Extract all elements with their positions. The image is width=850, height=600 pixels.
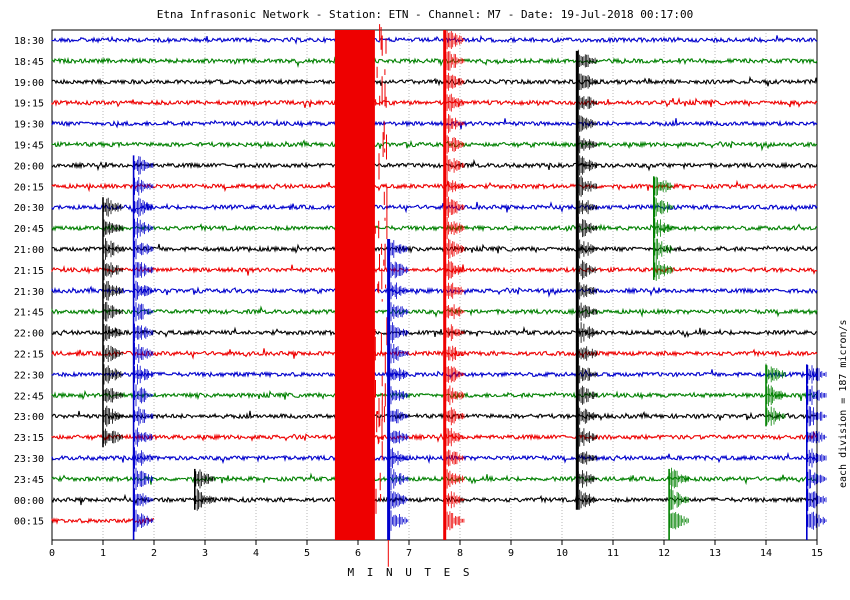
row-label: 19:15 [14, 99, 44, 110]
trace-row [51, 389, 818, 401]
row-label: 19:45 [14, 141, 44, 152]
event-coda [389, 240, 409, 532]
x-axis-label: M I N U T E S [347, 566, 473, 579]
event-coda [577, 49, 597, 510]
row-label: 00:00 [14, 496, 44, 507]
row-label: 22:00 [14, 329, 44, 340]
trace-row [51, 285, 818, 298]
x-tick-label: 15 [811, 548, 823, 559]
trace-row [51, 243, 818, 255]
trace-row [51, 34, 818, 46]
trace-row [51, 430, 818, 445]
row-label: 21:30 [14, 287, 44, 298]
row-label: 00:15 [14, 517, 44, 528]
event-coda [195, 469, 215, 511]
trace-row [51, 369, 818, 380]
event-coda [103, 197, 123, 446]
x-tick-label: 13 [709, 548, 721, 559]
row-label: 21:15 [14, 266, 44, 277]
trace-row [51, 410, 818, 422]
event-burst-spikes [374, 24, 390, 567]
row-label: 21:00 [14, 245, 44, 256]
trace-row [51, 223, 818, 233]
trace-row [51, 75, 818, 87]
row-label: 18:45 [14, 57, 44, 68]
trace-row [51, 179, 818, 193]
x-tick-label: 5 [304, 548, 310, 559]
x-tick-group: 0 1 2 3 4 5 6 7 8 9 10 11 12 13 14 15 [49, 540, 823, 559]
row-label: 18:30 [14, 36, 44, 47]
x-tick-label: 1 [100, 548, 106, 559]
row-label: 20:00 [14, 161, 44, 172]
row-label: 20:15 [14, 182, 44, 193]
row-label: 20:30 [14, 203, 44, 214]
trace-row [51, 451, 818, 465]
chart-title: Etna Infrasonic Network - Station: ETN -… [156, 8, 694, 21]
row-label: 23:30 [14, 454, 44, 465]
row-label: 23:15 [14, 433, 44, 444]
trace-row [51, 517, 155, 525]
x-tick-label: 12 [658, 548, 670, 559]
row-label: 22:15 [14, 350, 44, 361]
x-tick-label: 10 [556, 548, 568, 559]
trace-row [51, 347, 818, 360]
event-burst [334, 30, 375, 540]
x-tick-label: 0 [49, 548, 55, 559]
row-label-group: 18:30 18:45 19:00 19:15 19:30 19:45 20:00 20:15… [14, 36, 44, 528]
trace-row [51, 158, 818, 172]
row-label: 23:45 [14, 475, 44, 486]
x-tick-label: 9 [508, 548, 514, 559]
row-label: 19:00 [14, 78, 44, 89]
x-tick-label: 11 [607, 548, 619, 559]
trace-row [51, 264, 818, 276]
x-tick-label: 7 [406, 548, 412, 559]
scale-note: each division = 187 micron/s [838, 319, 849, 488]
event-coda [766, 365, 786, 426]
trace-row [51, 201, 818, 214]
event-coda [669, 467, 689, 530]
row-label: 20:45 [14, 224, 44, 235]
event-coda [654, 176, 674, 281]
event-coda [134, 156, 154, 532]
trace-row [51, 55, 818, 69]
trace-group [51, 34, 818, 525]
x-tick-label: 14 [760, 548, 772, 559]
x-tick-label: 2 [151, 548, 157, 559]
row-label: 19:30 [14, 120, 44, 131]
x-tick-label: 4 [253, 548, 259, 559]
trace-row [51, 97, 818, 108]
event-coda [445, 30, 465, 531]
row-label: 23:00 [14, 412, 44, 423]
x-tick-label: 8 [457, 548, 463, 559]
trace-row [51, 472, 818, 486]
trace-row [51, 305, 818, 318]
trace-row [51, 118, 818, 130]
trace-row [51, 139, 818, 152]
event-coda [807, 365, 827, 530]
row-label: 22:45 [14, 391, 44, 402]
trace-row [51, 493, 818, 506]
event-group [102, 24, 827, 567]
x-tick-label: 6 [355, 548, 361, 559]
row-label: 22:30 [14, 370, 44, 381]
x-tick-label: 3 [202, 548, 208, 559]
plot-frame [51, 29, 818, 541]
trace-row [51, 326, 818, 339]
row-label: 21:45 [14, 308, 44, 319]
